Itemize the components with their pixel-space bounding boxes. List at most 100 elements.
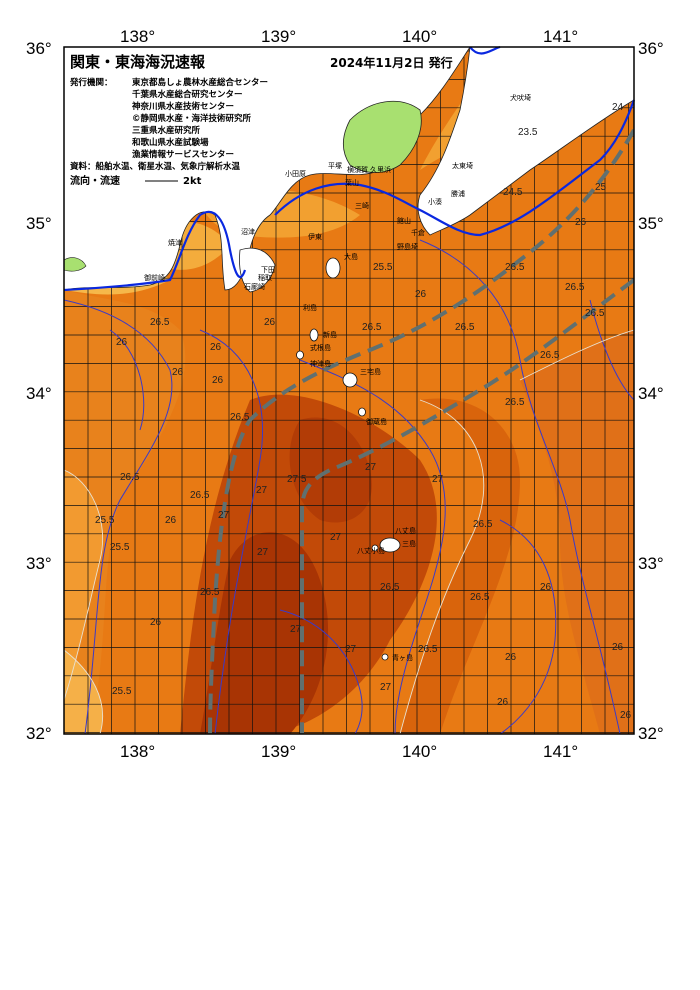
isotherm-label: 25.5: [373, 262, 393, 273]
place-label: 神津島: [310, 359, 331, 368]
lon-label-top: 138°: [120, 27, 155, 46]
isotherm-line: [64, 299, 173, 734]
lat-label-left: 33°: [26, 554, 52, 573]
isotherm-label: 27: [432, 474, 444, 485]
isotherm-label: 26: [165, 515, 177, 526]
lat-label-right: 32°: [638, 724, 664, 743]
isotherm-label: 27: [256, 485, 268, 496]
lat-label-right: 34°: [638, 384, 664, 403]
isotherm-line: [499, 519, 557, 734]
lon-label-bottom: 139°: [261, 742, 296, 761]
isotherm-label: 26: [620, 710, 632, 721]
zone-27-5: [200, 532, 329, 734]
place-label: 稲取: [258, 273, 272, 282]
isotherm-line: [299, 359, 446, 734]
lat-label-left: 34°: [26, 384, 52, 403]
isotherm-label: 26.5: [473, 519, 493, 530]
publisher-label: 発行機関：: [69, 77, 113, 88]
isotherm-label: 26.5: [470, 592, 490, 603]
lon-label-bottom: 138°: [120, 742, 155, 761]
isotherm-line: [109, 329, 145, 431]
lat-label-right: 35°: [638, 214, 664, 233]
publisher-item: 和歌山県水産試験場: [132, 137, 209, 148]
isotherm-label: 23.5: [518, 127, 538, 138]
lon-label-bottom: 140°: [402, 742, 437, 761]
place-label: 大島: [344, 252, 358, 261]
isotherm-label: 27.5: [287, 474, 307, 485]
isotherm-label: 26.5: [505, 397, 525, 408]
isotherm-line: [64, 469, 104, 701]
place-label: 勝浦: [451, 189, 465, 198]
temperature-zones: [64, 47, 634, 734]
data-source: 資料：船舶水温、衛星水温、気象庁解析水温: [69, 161, 241, 172]
lon-label-top: 140°: [402, 27, 437, 46]
isotherm-label: 26: [116, 337, 128, 348]
place-label: 久里浜: [370, 165, 391, 174]
aogashima-island: [381, 653, 389, 661]
place-label: 横須賀: [347, 165, 368, 174]
place-label: 御蔵島: [366, 417, 387, 426]
coast-line: [469, 45, 501, 55]
isotherm-label: 25.5: [110, 542, 130, 553]
lon-label-top: 139°: [261, 27, 296, 46]
publisher-item: 漁業情報サービスセンター: [132, 149, 234, 160]
isotherm-label: 26: [612, 642, 624, 653]
place-label: 三宅島: [360, 367, 381, 376]
small-green-area: [63, 257, 87, 272]
isotherm-label: 26: [505, 652, 517, 663]
shikinejima-island: [296, 350, 304, 360]
isotherm-label: 27: [380, 682, 392, 693]
isotherm-label: 26.5: [565, 282, 585, 293]
place-label: 下田: [261, 266, 275, 274]
hachijo-kojima-island: [371, 544, 379, 552]
isotherm-label: 27: [345, 644, 357, 655]
isotherm-label: 27: [330, 532, 342, 543]
boso-peninsula: [417, 46, 635, 236]
isotherm-label: 26: [540, 582, 552, 593]
islands: [296, 257, 401, 661]
place-label: 八丈島: [395, 526, 416, 535]
place-label: 平塚: [328, 161, 342, 170]
publisher-item: 三重県水産研究所: [132, 125, 201, 136]
lat-label-left: 35°: [26, 214, 52, 233]
isotherm-label: 26.5: [505, 262, 525, 273]
isotherm-labels: 26.5 26 26 26 26 26 26.5 26.5 26.5 25.5 …: [95, 102, 632, 721]
oshima-island: [325, 257, 341, 279]
place-label: 野島埼: [397, 242, 418, 251]
isotherm-label: 26: [212, 375, 224, 386]
isotherm-label: 26: [172, 367, 184, 378]
mikurajima-island: [358, 407, 366, 417]
place-label: 小湊: [428, 197, 442, 206]
publisher-item: 千葉県水産総合研究センター: [132, 89, 243, 100]
place-label: 千倉: [411, 228, 425, 237]
place-label: 館山: [397, 216, 411, 225]
kuroshio-axis-branch: [300, 278, 634, 734]
zone-27-core: [289, 417, 372, 523]
lat-label-left: 36°: [26, 39, 52, 58]
isotherm-label: 27: [257, 547, 269, 558]
place-label: 利島: [303, 303, 317, 312]
axis-labels: 138° 139° 140° 141° 138° 139° 140° 141° …: [26, 27, 664, 761]
place-label: 式根島: [310, 343, 331, 352]
lat-label-left: 32°: [26, 724, 52, 743]
place-label: 犬吠埼: [510, 93, 531, 102]
isotherm-label: 26.5: [230, 412, 250, 423]
isotherm-label: 26: [575, 217, 587, 228]
isotherm-line: [399, 399, 485, 734]
lat-label-right: 33°: [638, 554, 664, 573]
place-label: 八丈小島: [357, 546, 385, 555]
isotherm-label: 26.5: [190, 490, 210, 501]
hachijojima-island: [379, 537, 401, 553]
isotherm-label: 25.5: [95, 515, 115, 526]
place-label: 新島: [323, 330, 337, 339]
isotherm-label: 25.5: [112, 686, 132, 697]
place-label: 青ヶ島: [392, 653, 413, 662]
coast-line: [63, 210, 247, 292]
isotherm-label: 24: [612, 102, 624, 113]
place-label: 三島: [402, 539, 416, 548]
flow-legend-label: 流向・流速: [70, 174, 120, 187]
publisher-block: 発行機関： 東京都島しょ農林水産総合センター 千葉県水産総合研究センター 神奈川…: [69, 77, 268, 187]
isotherm-label: 26: [264, 317, 276, 328]
publisher-item: ©静岡県水産・海洋技術研究所: [132, 113, 252, 124]
